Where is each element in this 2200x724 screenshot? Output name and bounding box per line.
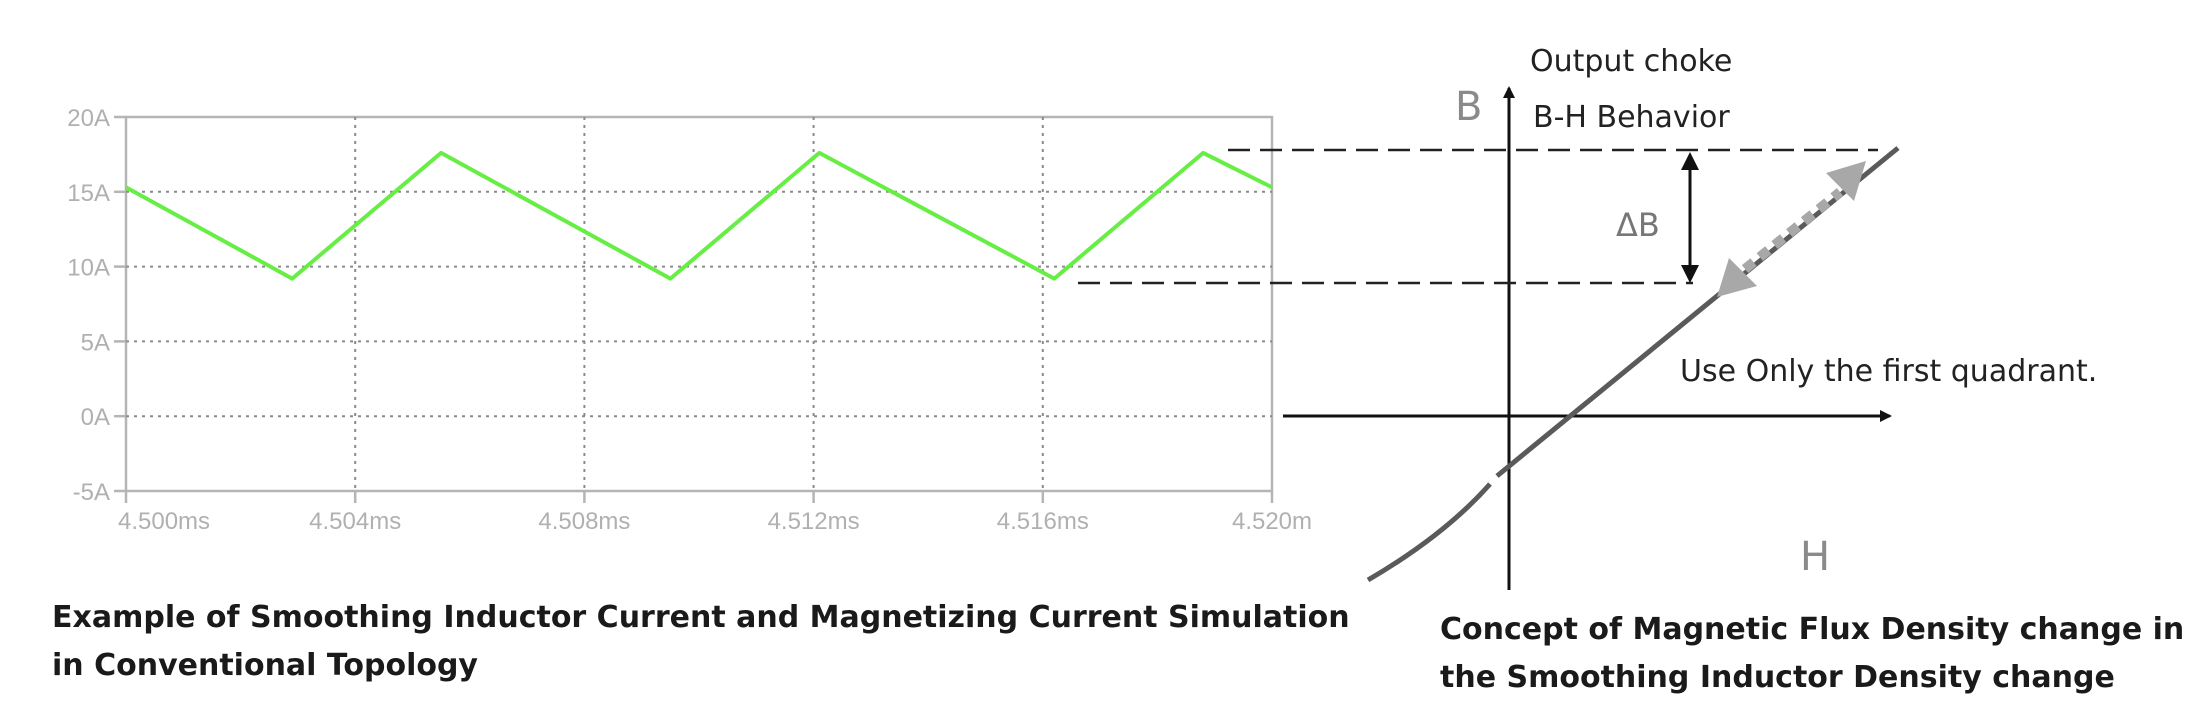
series-group (126, 153, 1272, 279)
y-tick-label: 20A (67, 105, 110, 132)
delta-b-label: ΔB (1616, 206, 1660, 244)
bh-title-line1: Output choke (1530, 44, 1732, 79)
right-caption-line-1: Concept of Magnetic Flux Density change … (1440, 606, 2184, 654)
left-caption-line-2: in Conventional Topology (52, 642, 1350, 690)
x-tick-label: 4.504ms (309, 508, 401, 535)
y-tick-label: 10A (67, 255, 110, 282)
y-tick-label: 5A (81, 329, 110, 356)
y-tick-label: 15A (67, 180, 110, 207)
bh-curve (1368, 484, 1490, 580)
y-axis-ticks: 20A 15A 10A 5A 0A -5A (67, 105, 126, 506)
right-caption: Concept of Magnetic Flux Density change … (1440, 606, 2184, 702)
delta-b-arrowhead-down (1681, 265, 1699, 283)
right-caption-line-2: the Smoothing Inductor Density change (1440, 654, 2184, 702)
y-tick-label: -5A (73, 479, 110, 506)
series-line-inductor-current (126, 153, 1272, 279)
x-tick-label: 4.500ms (118, 508, 210, 535)
traversal-dotted-arrow (1745, 192, 1840, 269)
x-axis-ticks: 4.500ms 4.504ms 4.508ms 4.512ms 4.516ms 4.520… (118, 491, 1312, 535)
b-axis-label: B (1455, 84, 1482, 130)
x-tick-label: 4.512ms (768, 508, 860, 535)
x-tick-label: 4.516ms (997, 508, 1089, 535)
quadrant-note: Use Only the first quadrant. (1680, 354, 2097, 389)
x-tick-label: 4.508ms (538, 508, 630, 535)
h-axis-label: H (1800, 534, 1830, 580)
grid-lines (126, 117, 1272, 491)
left-caption: Example of Smoothing Inductor Current an… (52, 594, 1350, 690)
x-tick-label: 4.520m (1232, 508, 1312, 535)
bh-title-line2: B-H Behavior (1533, 100, 1730, 135)
left-caption-line-1: Example of Smoothing Inductor Current an… (52, 594, 1350, 642)
bh-concept-diagram: B H Output choke B-H Behavior ΔB Use Onl… (1078, 44, 2097, 590)
plot-frame (126, 117, 1272, 491)
y-tick-label: 0A (81, 404, 110, 431)
delta-b-arrowhead-up (1681, 152, 1699, 170)
